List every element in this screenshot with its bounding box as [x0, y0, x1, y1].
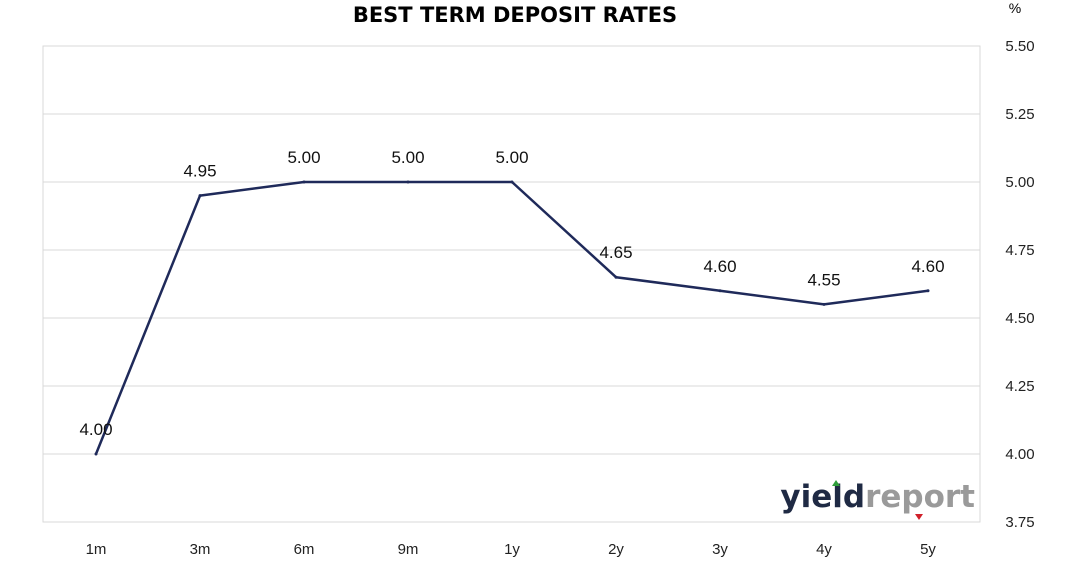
data-label: 5.00: [391, 148, 424, 167]
data-point: [926, 289, 930, 293]
data-point: [614, 275, 618, 279]
y-tick-label: 5.50: [1005, 38, 1034, 55]
x-tick-label: 3y: [712, 541, 728, 558]
x-tick-label: 5y: [920, 541, 936, 558]
chart-title: BEST TERM DEPOSIT RATES: [353, 3, 677, 27]
y-tick-label: 4.75: [1005, 242, 1034, 259]
data-label: 4.95: [183, 162, 216, 181]
x-tick-label: 3m: [190, 541, 211, 558]
data-label: 5.00: [495, 148, 528, 167]
logo-word-yield: yield: [780, 479, 865, 515]
data-point: [718, 289, 722, 293]
logo-accent-red-arrow: [915, 514, 923, 520]
x-tick-label: 6m: [294, 541, 315, 558]
data-point: [510, 180, 514, 184]
logo-accent-green-arrow: [832, 480, 840, 486]
svg-text:yieldreport: yieldreport: [780, 479, 975, 515]
plot-area-frame: [42, 45, 981, 523]
data-label: 4.60: [703, 257, 736, 276]
data-label: 5.00: [287, 148, 320, 167]
y-tick-label: 5.00: [1005, 174, 1034, 191]
x-axis-tick-labels: 1m 3m 6m 9m 1y 2y 3y 4y 5y: [86, 541, 937, 558]
data-point: [302, 180, 306, 184]
y-tick-label: 4.50: [1005, 310, 1034, 327]
data-label: 4.60: [911, 257, 944, 276]
y-tick-label: 4.25: [1005, 378, 1034, 395]
yieldreport-logo: yieldreport: [780, 479, 975, 520]
data-point: [198, 194, 202, 198]
y-axis-unit-label: %: [1009, 0, 1021, 16]
data-point: [406, 180, 410, 184]
data-label: 4.55: [807, 270, 840, 289]
data-label: 4.00: [79, 420, 112, 439]
y-tick-label: 5.25: [1005, 106, 1034, 123]
x-tick-label: 2y: [608, 541, 624, 558]
data-point: [94, 452, 98, 456]
gridlines: [43, 113, 980, 455]
x-tick-label: 4y: [816, 541, 832, 558]
y-tick-label: 4.00: [1005, 446, 1034, 463]
data-labels: 4.00 4.95 5.00 5.00 5.00 4.65 4.60 4.55 4.60: [79, 148, 944, 439]
x-tick-label: 1m: [86, 541, 107, 558]
data-point: [822, 302, 826, 306]
logo-word-report: report: [865, 479, 975, 515]
data-label: 4.65: [599, 243, 632, 262]
y-tick-label: 3.75: [1005, 514, 1034, 531]
series-line-group: [94, 180, 930, 456]
x-tick-label: 9m: [398, 541, 419, 558]
x-tick-label: 1y: [504, 541, 520, 558]
y-axis-tick-labels: 3.75 4.00 4.25 4.50 4.75 5.00 5.25 5.50: [1005, 38, 1034, 531]
